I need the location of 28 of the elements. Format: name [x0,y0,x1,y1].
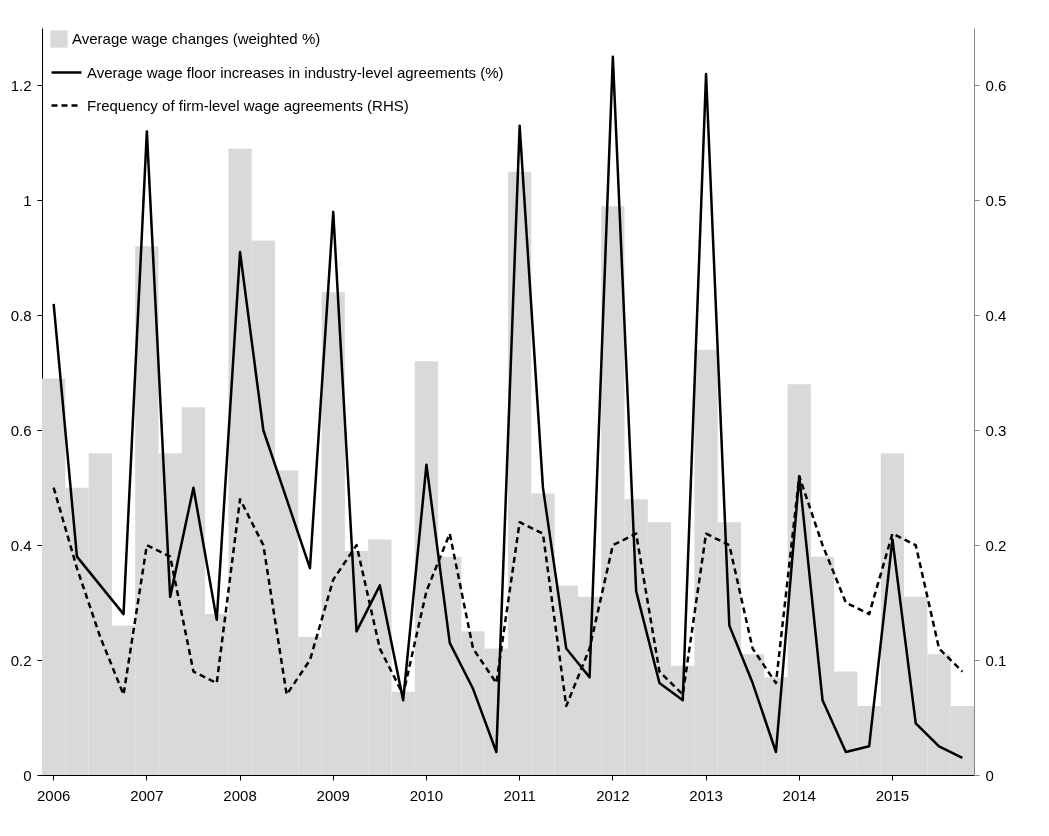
x-tick-label: 2013 [689,786,723,804]
y2-tick-label: 0.1 [985,651,1007,669]
x-tick-label: 2006 [36,786,71,804]
x-tick-label: 2012 [596,786,630,804]
x-tick-label: 2008 [223,786,257,804]
legend-label: Frequency of firm-level wage agreements (RHS) [87,96,409,114]
y-tick-label: 0.4 [10,536,32,554]
y2-tick-label: 0.2 [985,536,1007,554]
x-tick-label: 2011 [503,786,536,804]
legend-label: Average wage changes (weighted %) [72,30,321,47]
y-tick-label: 0.8 [10,306,32,324]
y2-tick-label: 0 [985,766,994,784]
x-tick-label: 2014 [782,786,816,804]
x-tick-label: 2009 [316,786,350,804]
y2-tick-label: 0.6 [985,76,1007,94]
y2-tick-label: 0.5 [985,191,1007,209]
y2-tick-label: 0.4 [985,306,1007,324]
x-tick-label: 2010 [409,786,444,804]
y-tick-label: 1.2 [10,76,32,94]
x-tick-label: 2015 [875,786,910,804]
line-series [52,55,964,760]
y-tick-label: 0 [23,766,32,784]
legend-label: Average wage floor increases in industry-level agreements (%) [87,63,504,81]
y-tick-label: 0.2 [10,651,32,669]
y-tick-label: 1 [23,191,32,209]
y2-tick-label: 0.3 [985,421,1007,439]
x-tick-label: 2007 [130,786,164,804]
y-tick-label: 0.6 [10,421,32,439]
